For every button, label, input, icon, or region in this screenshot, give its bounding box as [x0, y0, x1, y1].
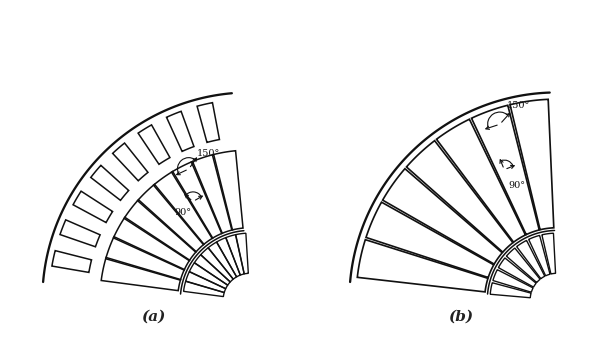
Text: 90°: 90°: [174, 208, 192, 217]
Text: (a): (a): [141, 310, 166, 324]
Text: (b): (b): [448, 310, 473, 324]
Text: 150°: 150°: [507, 101, 530, 110]
Text: 90°: 90°: [508, 181, 526, 190]
Text: 150°: 150°: [197, 149, 220, 158]
